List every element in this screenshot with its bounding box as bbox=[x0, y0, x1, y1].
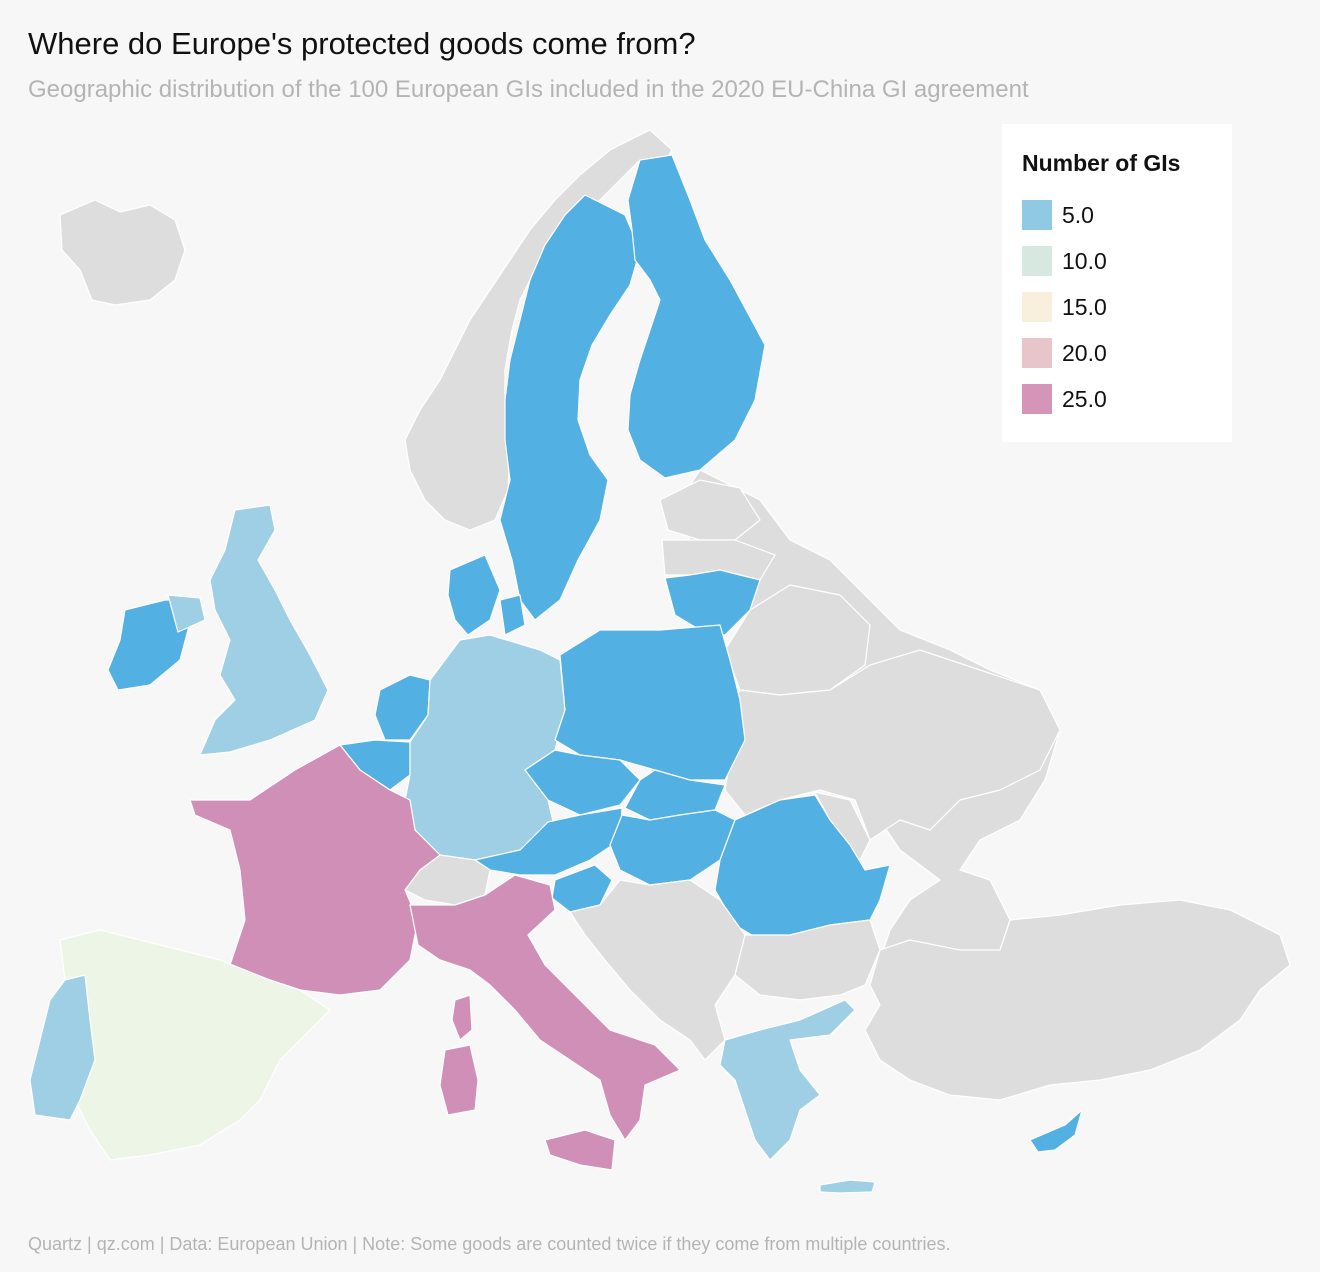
region-finland bbox=[627, 154, 766, 479]
chart-subtitle: Geographic distribution of the 100 Europ… bbox=[28, 76, 1029, 103]
legend-swatch bbox=[1022, 338, 1052, 368]
region-sweden bbox=[499, 194, 641, 621]
region-denmark bbox=[447, 554, 526, 636]
region-portugal bbox=[29, 974, 96, 1121]
region-france bbox=[189, 744, 441, 996]
region-ukraine bbox=[719, 649, 1061, 841]
legend-label: 15.0 bbox=[1062, 294, 1107, 320]
legend-swatch bbox=[1022, 292, 1052, 322]
map-legend: Number of GIs 5.0 10.0 15.0 20.0 25.0 bbox=[1002, 124, 1232, 442]
region-sardinia bbox=[439, 1044, 479, 1116]
region-crete bbox=[819, 1179, 876, 1194]
legend-label: 25.0 bbox=[1062, 386, 1107, 412]
region-corsica bbox=[451, 994, 473, 1041]
region-iceland bbox=[59, 199, 186, 306]
region-balkans bbox=[569, 879, 746, 1061]
source-footer: Quartz | qz.com | Data: European Union |… bbox=[28, 1234, 951, 1254]
region-bulgaria bbox=[734, 919, 881, 1001]
region-estonia bbox=[659, 479, 761, 541]
legend-title: Number of GIs bbox=[1022, 150, 1181, 176]
region-germany bbox=[404, 634, 566, 861]
legend-label: 20.0 bbox=[1062, 340, 1107, 366]
region-greece bbox=[719, 999, 856, 1161]
region-united-kingdom bbox=[167, 504, 329, 756]
europe-map bbox=[29, 129, 1291, 1194]
region-italy bbox=[409, 874, 681, 1141]
region-cyprus bbox=[1029, 1109, 1083, 1153]
legend-label: 5.0 bbox=[1062, 202, 1094, 228]
region-turkey bbox=[864, 899, 1291, 1101]
chart-title: Where do Europe's protected goods come f… bbox=[28, 26, 696, 61]
legend-swatch bbox=[1022, 384, 1052, 414]
legend-label: 10.0 bbox=[1062, 248, 1107, 274]
legend-swatch bbox=[1022, 200, 1052, 230]
region-sicily bbox=[544, 1129, 616, 1171]
region-hungary bbox=[609, 809, 736, 886]
legend-swatch bbox=[1022, 246, 1052, 276]
region-poland bbox=[554, 624, 746, 781]
